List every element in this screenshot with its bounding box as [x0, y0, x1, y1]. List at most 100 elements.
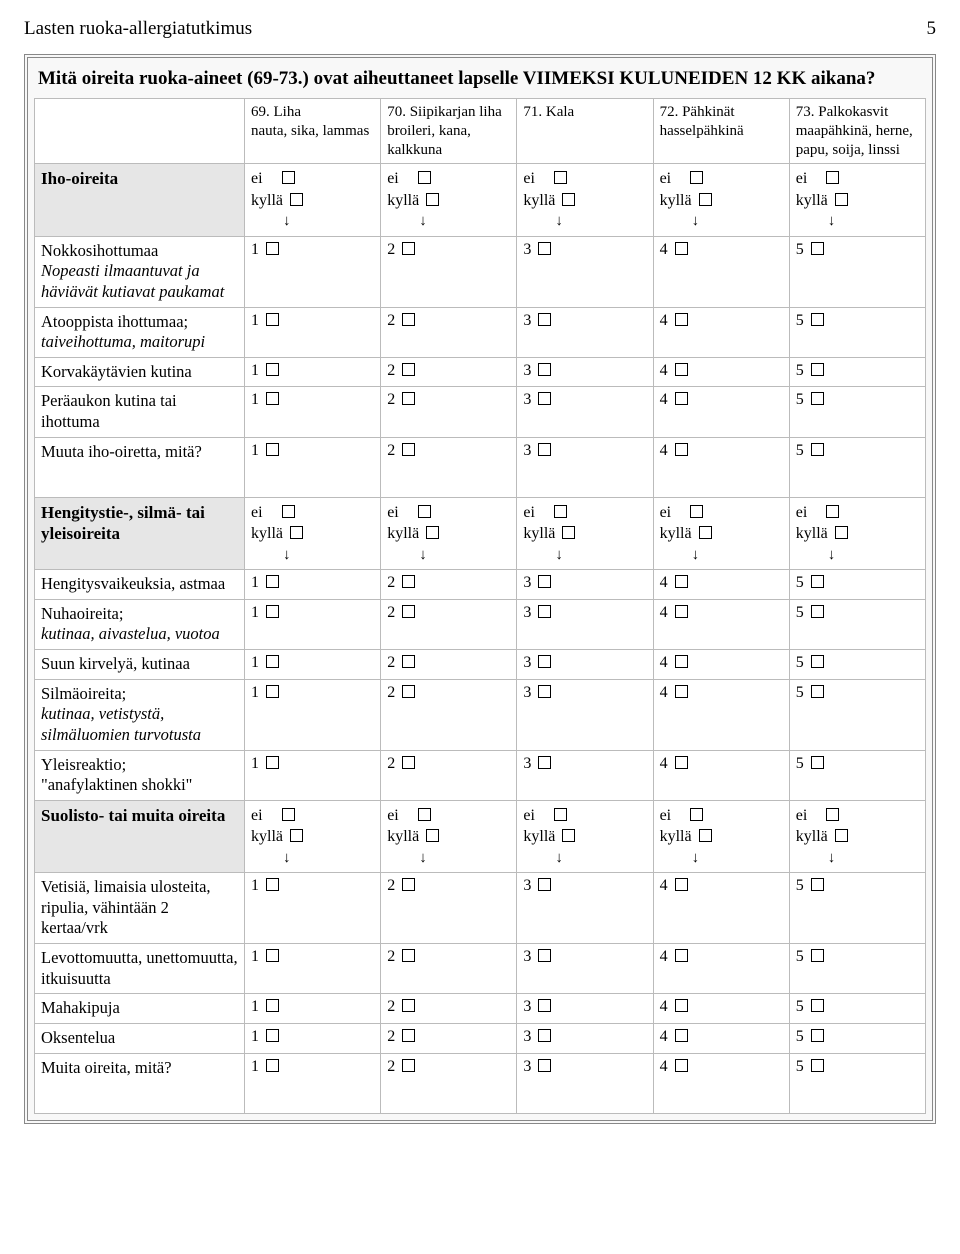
- checkbox[interactable]: [402, 685, 415, 698]
- checkbox[interactable]: [811, 685, 824, 698]
- checkbox[interactable]: [811, 242, 824, 255]
- checkbox[interactable]: [418, 505, 431, 518]
- checkbox[interactable]: [282, 808, 295, 821]
- checkbox[interactable]: [538, 575, 551, 588]
- checkbox[interactable]: [266, 685, 279, 698]
- checkbox[interactable]: [402, 443, 415, 456]
- checkbox[interactable]: [290, 193, 303, 206]
- checkbox[interactable]: [538, 756, 551, 769]
- checkbox[interactable]: [811, 392, 824, 405]
- checkbox[interactable]: [675, 655, 688, 668]
- checkbox[interactable]: [675, 756, 688, 769]
- checkbox[interactable]: [538, 605, 551, 618]
- checkbox[interactable]: [690, 505, 703, 518]
- checkbox[interactable]: [699, 526, 712, 539]
- checkbox[interactable]: [402, 878, 415, 891]
- checkbox[interactable]: [811, 363, 824, 376]
- checkbox[interactable]: [562, 829, 575, 842]
- checkbox[interactable]: [675, 878, 688, 891]
- checkbox[interactable]: [690, 171, 703, 184]
- checkbox[interactable]: [402, 575, 415, 588]
- checkbox[interactable]: [811, 443, 824, 456]
- checkbox[interactable]: [675, 1059, 688, 1072]
- checkbox[interactable]: [266, 949, 279, 962]
- checkbox[interactable]: [675, 1029, 688, 1042]
- checkbox[interactable]: [266, 1029, 279, 1042]
- checkbox[interactable]: [266, 999, 279, 1012]
- checkbox[interactable]: [266, 242, 279, 255]
- checkbox[interactable]: [402, 655, 415, 668]
- checkbox[interactable]: [811, 1029, 824, 1042]
- checkbox[interactable]: [418, 808, 431, 821]
- checkbox[interactable]: [538, 999, 551, 1012]
- checkbox[interactable]: [538, 949, 551, 962]
- checkbox[interactable]: [402, 949, 415, 962]
- checkbox[interactable]: [426, 829, 439, 842]
- checkbox[interactable]: [266, 443, 279, 456]
- checkbox[interactable]: [402, 313, 415, 326]
- checkbox[interactable]: [675, 242, 688, 255]
- checkbox[interactable]: [554, 171, 567, 184]
- checkbox[interactable]: [426, 526, 439, 539]
- checkbox[interactable]: [282, 171, 295, 184]
- checkbox[interactable]: [282, 505, 295, 518]
- checkbox[interactable]: [811, 949, 824, 962]
- checkbox[interactable]: [266, 756, 279, 769]
- checkbox[interactable]: [538, 392, 551, 405]
- checkbox[interactable]: [811, 756, 824, 769]
- checkbox[interactable]: [266, 575, 279, 588]
- checkbox[interactable]: [675, 685, 688, 698]
- checkbox[interactable]: [538, 242, 551, 255]
- checkbox[interactable]: [402, 242, 415, 255]
- checkbox[interactable]: [811, 655, 824, 668]
- checkbox[interactable]: [402, 1029, 415, 1042]
- checkbox[interactable]: [675, 575, 688, 588]
- checkbox[interactable]: [811, 878, 824, 891]
- checkbox[interactable]: [835, 193, 848, 206]
- checkbox[interactable]: [699, 193, 712, 206]
- checkbox[interactable]: [562, 526, 575, 539]
- checkbox[interactable]: [538, 685, 551, 698]
- checkbox[interactable]: [266, 1059, 279, 1072]
- checkbox[interactable]: [675, 605, 688, 618]
- checkbox[interactable]: [675, 313, 688, 326]
- checkbox[interactable]: [538, 1029, 551, 1042]
- checkbox[interactable]: [266, 392, 279, 405]
- checkbox[interactable]: [675, 443, 688, 456]
- checkbox[interactable]: [538, 313, 551, 326]
- checkbox[interactable]: [826, 505, 839, 518]
- checkbox[interactable]: [402, 1059, 415, 1072]
- checkbox[interactable]: [538, 443, 551, 456]
- checkbox[interactable]: [402, 392, 415, 405]
- checkbox[interactable]: [402, 363, 415, 376]
- checkbox[interactable]: [426, 193, 439, 206]
- checkbox[interactable]: [699, 829, 712, 842]
- checkbox[interactable]: [675, 949, 688, 962]
- checkbox[interactable]: [562, 193, 575, 206]
- checkbox[interactable]: [554, 505, 567, 518]
- checkbox[interactable]: [554, 808, 567, 821]
- checkbox[interactable]: [402, 756, 415, 769]
- checkbox[interactable]: [402, 999, 415, 1012]
- checkbox[interactable]: [826, 808, 839, 821]
- checkbox[interactable]: [266, 605, 279, 618]
- checkbox[interactable]: [266, 313, 279, 326]
- checkbox[interactable]: [538, 878, 551, 891]
- checkbox[interactable]: [811, 313, 824, 326]
- checkbox[interactable]: [418, 171, 431, 184]
- checkbox[interactable]: [835, 829, 848, 842]
- checkbox[interactable]: [538, 363, 551, 376]
- checkbox[interactable]: [675, 999, 688, 1012]
- checkbox[interactable]: [266, 878, 279, 891]
- checkbox[interactable]: [675, 363, 688, 376]
- checkbox[interactable]: [826, 171, 839, 184]
- checkbox[interactable]: [538, 1059, 551, 1072]
- checkbox[interactable]: [290, 526, 303, 539]
- checkbox[interactable]: [811, 1059, 824, 1072]
- checkbox[interactable]: [835, 526, 848, 539]
- checkbox[interactable]: [266, 363, 279, 376]
- checkbox[interactable]: [675, 392, 688, 405]
- checkbox[interactable]: [811, 605, 824, 618]
- checkbox[interactable]: [402, 605, 415, 618]
- checkbox[interactable]: [690, 808, 703, 821]
